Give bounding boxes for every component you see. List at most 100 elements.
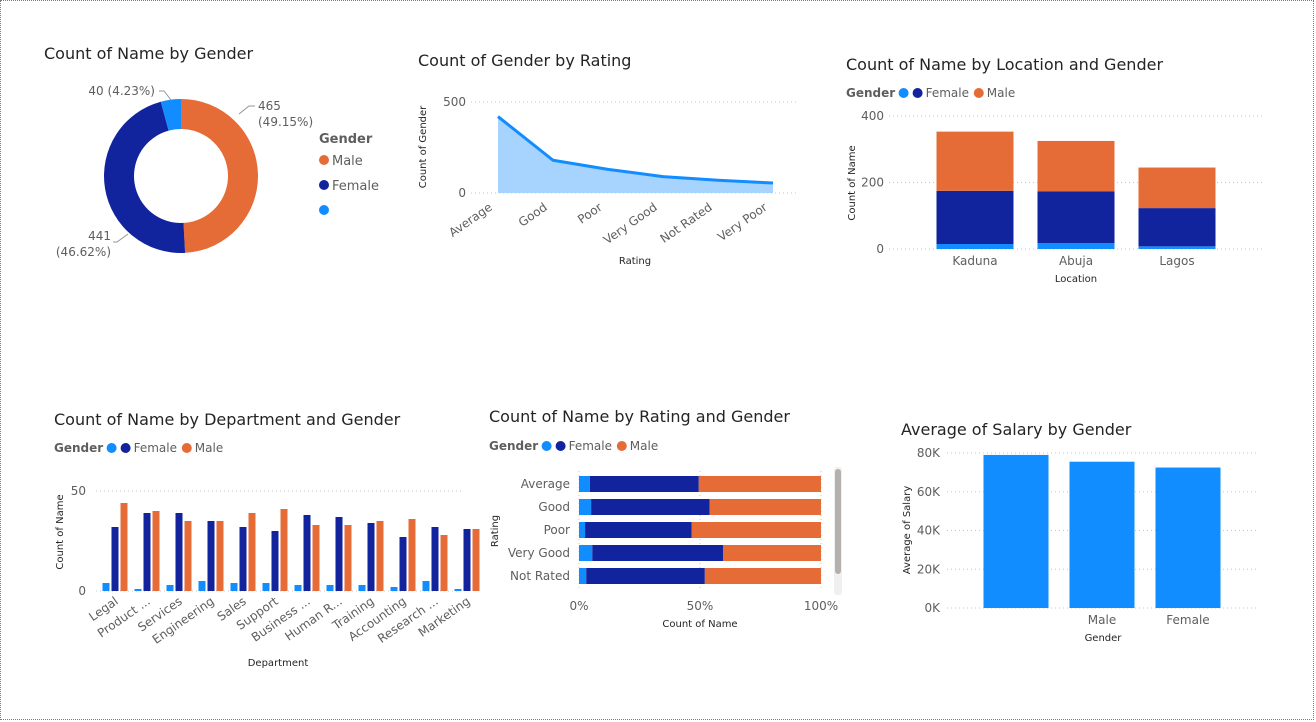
bar-segment bbox=[698, 476, 821, 492]
bar-segment bbox=[936, 190, 1014, 245]
legend-marker-icon bbox=[541, 441, 552, 451]
bar bbox=[303, 515, 311, 591]
bar-segment bbox=[579, 545, 593, 561]
legend-marker-icon bbox=[555, 441, 566, 451]
bar-segment bbox=[585, 522, 692, 538]
x-tick-label: 50% bbox=[687, 599, 714, 613]
x-tick-label: Average bbox=[446, 200, 494, 240]
bar-segment bbox=[1037, 140, 1115, 192]
y-tick-label: 0K bbox=[924, 601, 941, 615]
legend-marker-icon bbox=[973, 88, 984, 98]
y-tick-label: Poor bbox=[544, 523, 570, 537]
bar bbox=[399, 537, 407, 591]
bar bbox=[143, 513, 151, 591]
bar bbox=[422, 581, 430, 591]
chart-title: Count of Name by Location and Gender bbox=[846, 55, 1163, 74]
x-axis-title: Location bbox=[1055, 274, 1097, 285]
bar bbox=[207, 521, 215, 591]
y-tick-label: 0 bbox=[78, 584, 86, 598]
bar bbox=[280, 509, 288, 591]
legend-marker-icon bbox=[616, 441, 627, 451]
y-tick-label: 50 bbox=[71, 484, 86, 498]
bar bbox=[390, 587, 398, 591]
bar-segment bbox=[1138, 167, 1216, 209]
salary-gender-visual[interactable]: Average of Salary by Gender 0K 20K 40K 60K 8… bbox=[889, 411, 1279, 651]
location-gender-visual[interactable]: Count of Name by Location and Gender Gen… bbox=[834, 47, 1274, 297]
legend-title: Gender bbox=[319, 132, 373, 147]
series-line bbox=[497, 115, 774, 185]
legend-marker-icon bbox=[319, 205, 329, 215]
bar bbox=[111, 527, 119, 591]
rating-gender-visual[interactable]: Count of Name by Rating and Gender Gende… bbox=[477, 399, 857, 639]
x-tick-label: Not Rated bbox=[658, 200, 715, 246]
y-tick-label: 200 bbox=[861, 176, 884, 190]
bar-segment bbox=[579, 522, 586, 538]
legend-title: Gender bbox=[489, 439, 538, 453]
y-axis-title: Average of Salary bbox=[902, 486, 913, 575]
legend-marker-icon bbox=[319, 155, 329, 165]
y-axis-title: Count of Name bbox=[55, 494, 66, 569]
legend-label: Male bbox=[987, 86, 1015, 100]
y-tick-label: 20K bbox=[917, 562, 941, 576]
gender-donut-visual[interactable]: Count of Name by Gender 465 (49.15%) 441 (4… bbox=[31, 36, 411, 301]
x-tick-label: Very Poor bbox=[715, 200, 770, 244]
bar-segment bbox=[1037, 243, 1115, 249]
y-tick-label: Not Rated bbox=[510, 569, 570, 583]
bar-segment bbox=[722, 545, 821, 561]
x-tick-label: Good bbox=[516, 200, 550, 230]
x-tick-label: Poor bbox=[575, 200, 605, 227]
legend-label: Female bbox=[569, 439, 612, 453]
bar bbox=[440, 535, 448, 591]
bar-segment bbox=[579, 499, 592, 515]
x-tick-label: 100% bbox=[804, 599, 838, 613]
bar bbox=[358, 585, 366, 591]
area-fill bbox=[498, 116, 773, 193]
legend-title: Gender bbox=[54, 441, 103, 455]
bar-segment bbox=[1138, 246, 1216, 249]
x-tick-label: Kaduna bbox=[952, 254, 997, 268]
x-tick-label: 0% bbox=[569, 599, 588, 613]
bar bbox=[472, 529, 480, 591]
scrollbar-thumb[interactable] bbox=[835, 469, 841, 574]
bar-segment bbox=[704, 568, 821, 584]
bar bbox=[367, 523, 375, 591]
x-tick-label: Female bbox=[1166, 613, 1209, 627]
bar bbox=[230, 583, 238, 591]
bar bbox=[312, 525, 320, 591]
legend-label: Male bbox=[332, 154, 363, 169]
legend-title: Gender bbox=[846, 86, 895, 100]
legend-label: Male bbox=[630, 439, 658, 453]
x-tick-label: Male bbox=[1088, 613, 1116, 627]
y-tick-label: Good bbox=[538, 500, 570, 514]
chart-title: Count of Name by Rating and Gender bbox=[489, 407, 790, 426]
department-gender-chart: Count of Name by Department and Gender G… bbox=[54, 410, 480, 669]
y-tick-label: 500 bbox=[443, 95, 466, 109]
bar bbox=[344, 525, 352, 591]
bar-segment bbox=[592, 545, 723, 561]
leader-line bbox=[159, 90, 172, 101]
legend-label: Female bbox=[134, 441, 177, 455]
x-axis-title: Rating bbox=[619, 256, 651, 267]
bar bbox=[166, 585, 174, 591]
data-label: 441 bbox=[88, 229, 111, 243]
data-label: 40 (4.23%) bbox=[88, 84, 155, 98]
x-tick-label: Very Good bbox=[601, 200, 660, 247]
data-label: (46.62%) bbox=[56, 245, 111, 259]
x-axis-title: Department bbox=[248, 658, 309, 669]
legend-marker-icon bbox=[181, 443, 192, 453]
y-tick-label: 40K bbox=[917, 524, 941, 538]
x-axis-title: Gender bbox=[1085, 633, 1123, 644]
chart-title: Count of Name by Gender bbox=[44, 44, 253, 63]
bar bbox=[175, 513, 183, 591]
bar-segment bbox=[1037, 191, 1115, 244]
bar bbox=[152, 511, 160, 591]
bar bbox=[248, 513, 256, 591]
y-tick-label: Average bbox=[521, 477, 570, 491]
bar bbox=[216, 521, 224, 591]
chart-title: Average of Salary by Gender bbox=[901, 420, 1132, 439]
rating-area-visual[interactable]: Count of Gender by Rating 500 0 Average Goo… bbox=[406, 43, 806, 283]
department-gender-visual[interactable]: Count of Name by Department and Gender G… bbox=[41, 401, 480, 681]
x-tick-label: Abuja bbox=[1059, 254, 1093, 268]
